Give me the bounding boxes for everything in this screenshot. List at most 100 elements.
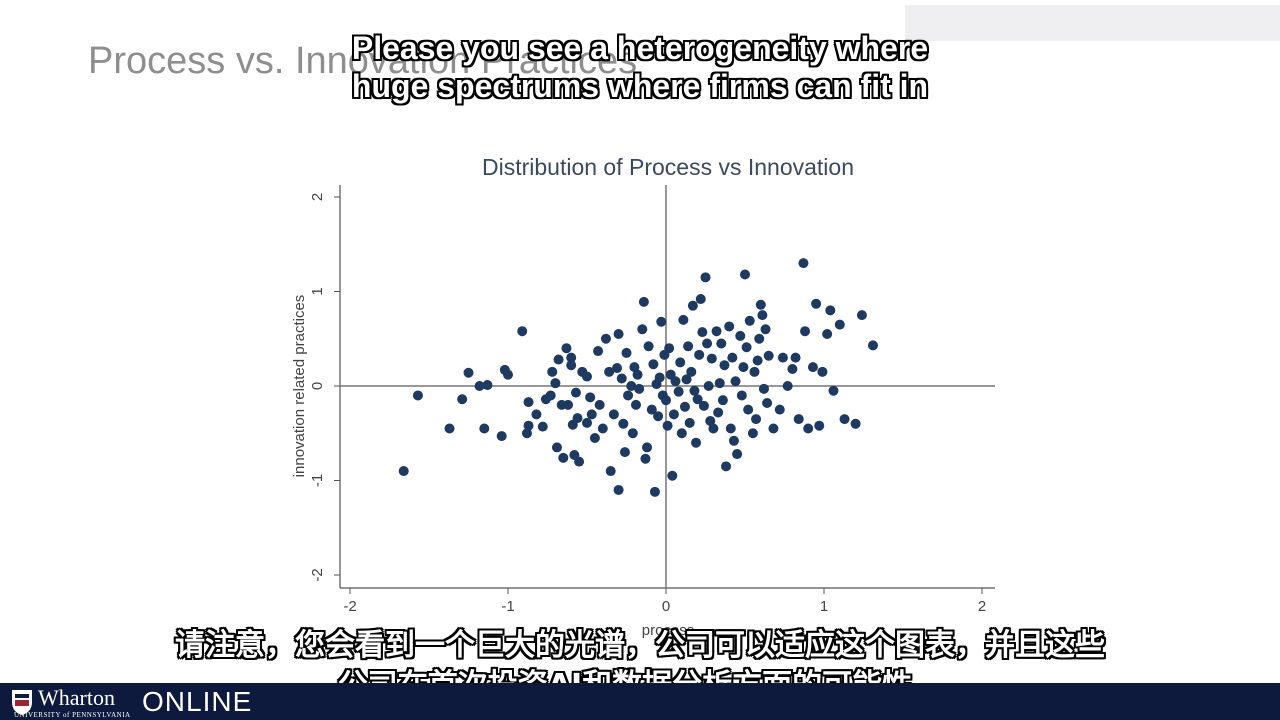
data-point <box>613 329 624 340</box>
data-point <box>727 352 738 363</box>
data-point <box>717 395 728 406</box>
data-point <box>714 378 725 389</box>
data-point <box>670 376 681 387</box>
data-point <box>654 372 665 383</box>
data-point <box>474 381 485 391</box>
y-tick-label: 2 <box>309 193 326 201</box>
data-point <box>787 363 798 374</box>
x-tick-label: -2 <box>343 598 356 615</box>
data-point <box>640 453 651 464</box>
data-point <box>621 347 632 358</box>
data-point <box>503 369 513 380</box>
data-point <box>523 420 534 431</box>
data-point <box>825 305 836 316</box>
data-point <box>547 366 558 377</box>
data-point <box>531 409 542 420</box>
data-point <box>822 329 833 340</box>
x-tick-label: -1 <box>501 598 514 615</box>
data-point <box>762 398 773 409</box>
data-point <box>763 350 774 361</box>
data-point <box>661 395 671 406</box>
data-point <box>553 354 564 365</box>
data-point <box>741 342 752 353</box>
data-point <box>551 442 562 453</box>
data-point <box>668 409 679 420</box>
data-point <box>790 352 801 363</box>
data-point <box>755 299 766 310</box>
overlay-box <box>905 5 1280 41</box>
data-point <box>563 399 574 410</box>
data-point <box>673 386 684 397</box>
data-point <box>828 385 839 396</box>
data-point <box>623 390 634 401</box>
footer-bar <box>0 683 1280 720</box>
data-point <box>683 341 694 352</box>
data-point <box>689 385 700 396</box>
data-point <box>582 371 592 382</box>
data-point <box>646 404 657 415</box>
data-point <box>687 300 698 311</box>
data-point <box>561 343 572 354</box>
data-point <box>457 394 468 405</box>
chart-title: Distribution of Process vs Innovation <box>482 154 854 180</box>
data-point <box>558 452 569 463</box>
data-point <box>412 390 423 401</box>
y-tick-label: 0 <box>309 382 326 390</box>
data-point <box>629 362 640 373</box>
data-point <box>630 399 641 410</box>
data-point <box>700 272 711 283</box>
data-points <box>398 258 878 497</box>
data-point <box>686 366 697 377</box>
data-point <box>702 338 713 349</box>
data-point <box>728 435 739 446</box>
x-tick-label: 0 <box>662 598 670 615</box>
data-point <box>678 314 689 325</box>
data-point <box>643 341 654 352</box>
data-point <box>679 401 690 412</box>
y-axis-label: innovation related practices <box>291 295 308 478</box>
data-point <box>744 315 755 326</box>
data-point <box>444 423 455 434</box>
data-point <box>850 418 861 429</box>
data-point <box>582 417 592 428</box>
data-point <box>600 333 611 344</box>
data-point <box>691 437 702 448</box>
data-point <box>675 357 686 368</box>
data-point <box>754 333 765 344</box>
data-point <box>616 373 627 384</box>
data-point <box>738 362 749 373</box>
data-point <box>637 324 648 335</box>
data-point <box>649 486 660 497</box>
data-point <box>681 374 692 385</box>
data-point <box>604 366 615 377</box>
data-point <box>749 366 760 377</box>
data-point <box>545 390 556 401</box>
data-point <box>537 421 548 432</box>
data-point <box>597 423 608 434</box>
data-point <box>740 269 750 280</box>
data-point <box>612 363 623 374</box>
data-point <box>758 383 769 394</box>
data-point <box>716 338 727 349</box>
data-point <box>800 326 811 337</box>
data-point <box>638 296 649 307</box>
data-point <box>570 387 581 398</box>
data-point <box>619 447 630 458</box>
data-point <box>653 411 664 422</box>
data-point <box>839 414 850 425</box>
wharton-logo-text: Wharton <box>38 685 115 710</box>
data-point <box>782 381 793 391</box>
subtitle-english-line-1: Please you see a heterogeneity where <box>351 30 929 66</box>
data-point <box>793 414 804 425</box>
data-point <box>721 461 732 472</box>
data-point <box>814 420 825 431</box>
reference-lines <box>340 185 995 588</box>
data-point <box>803 423 814 434</box>
data-point <box>705 415 716 426</box>
data-point <box>585 392 596 403</box>
data-point <box>618 418 629 429</box>
data-point <box>664 343 675 354</box>
data-point <box>656 316 667 327</box>
data-point <box>479 423 490 434</box>
